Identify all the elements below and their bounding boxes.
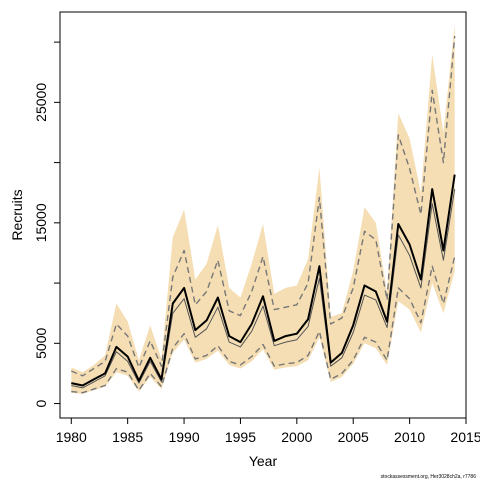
median-line: [71, 174, 456, 387]
x-axis: 1980 1985 1990 1995 2000 2005 2010 2015: [56, 418, 480, 445]
x-tick-label: 2000: [281, 429, 312, 445]
confidence-band-layer: [71, 24, 455, 394]
x-tick-label: 2015: [450, 429, 480, 445]
y-tick-label: 0: [33, 399, 49, 407]
x-axis-label: Year: [249, 453, 278, 469]
y-tick-label: 5000: [33, 328, 49, 359]
x-tick-label: 2010: [394, 429, 425, 445]
series-layer: [71, 36, 456, 394]
lower-bound-line: [71, 256, 456, 394]
footer-credit: stockassessment.org, Her3028ch2a, r7786: [381, 474, 477, 480]
x-tick-label: 1980: [56, 429, 87, 445]
x-tick-label: 2005: [338, 429, 369, 445]
y-tick-label: 15000: [33, 203, 49, 242]
x-tick-label: 1995: [225, 429, 256, 445]
x-tick-label: 1985: [112, 429, 143, 445]
y-tick-label: 25000: [33, 83, 49, 122]
plot-frame: [59, 11, 467, 419]
y-axis: 0 5000 15000 25000: [33, 41, 60, 407]
upper-bound-line: [71, 36, 456, 377]
y-axis-label: Recruits: [9, 189, 25, 240]
confidence-band: [71, 24, 455, 394]
x-tick-label: 1990: [168, 429, 199, 445]
